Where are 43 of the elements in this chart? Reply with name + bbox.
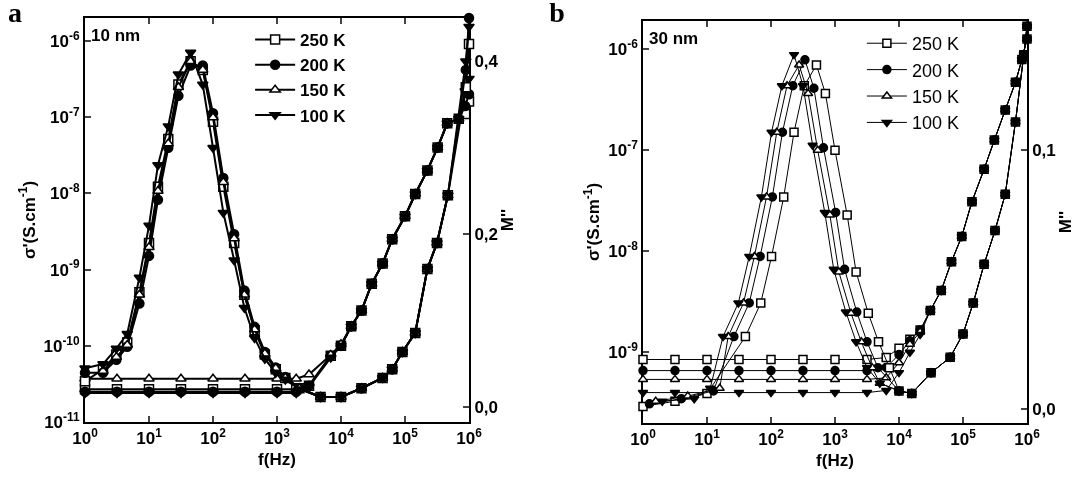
y2-tick-label: 0,0 xyxy=(474,398,499,418)
x-tick-label: 10$^{2}$ xyxy=(200,426,227,449)
legend-label: 100 K xyxy=(911,113,959,134)
y-tick-label: 10$^{-8}$ xyxy=(50,181,80,204)
x-tick-label: 10$^{6}$ xyxy=(1014,427,1041,450)
y2-tick-label: 0,4 xyxy=(474,52,499,72)
x-tick-label: 10$^{1}$ xyxy=(136,426,163,449)
chart-title: b xyxy=(549,0,565,29)
annotation: 10 nm xyxy=(91,26,141,45)
y-tick-label: 10$^{-6}$ xyxy=(608,36,639,60)
legend-label: 250 K xyxy=(911,34,959,55)
y-tick-label: 10$^{-7}$ xyxy=(608,138,639,161)
y-tick-label: 10$^{-6}$ xyxy=(50,28,80,51)
x-axis-title: f(Hz) xyxy=(258,450,296,470)
y2-tick-label: 0,1 xyxy=(1032,141,1056,161)
chart-title: a xyxy=(8,0,23,29)
x-tick-label: 10$^{5}$ xyxy=(392,426,419,449)
y-tick-label: 10$^{-9}$ xyxy=(608,340,639,363)
x-tick-label: 10$^{1}$ xyxy=(694,427,721,450)
legend-label: 150 K xyxy=(911,87,959,108)
x-tick-label: 10$^{6}$ xyxy=(456,426,483,449)
y-tick-label: 10$^{-10}$ xyxy=(43,333,80,356)
y2-tick-label: 0,2 xyxy=(474,225,499,245)
y2-axis-title: M'' xyxy=(498,208,518,232)
y-tick-label: 10$^{-7}$ xyxy=(50,104,80,128)
annotation: 30 nm xyxy=(649,29,699,48)
x-tick-label: 10$^{2}$ xyxy=(758,427,785,450)
y2-tick-label: 0,0 xyxy=(1032,399,1056,419)
x-tick-label: 10$^{5}$ xyxy=(950,427,977,450)
x-tick-label: 10$^{0}$ xyxy=(630,427,657,450)
legend-label: 200 K xyxy=(911,60,959,81)
y2-axis-title: M'' xyxy=(1055,210,1075,234)
x-tick-label: 10$^{3}$ xyxy=(264,426,291,449)
legend-label: 100 K xyxy=(300,106,347,126)
y-tick-label: 10$^{-8}$ xyxy=(608,239,639,262)
legend-label: 250 K xyxy=(300,31,347,51)
x-axis-title: f(Hz) xyxy=(816,451,854,471)
legend-label: 200 K xyxy=(300,56,347,76)
x-tick-label: 10$^{4}$ xyxy=(328,426,355,449)
y-tick-label: 10$^{-9}$ xyxy=(50,257,80,280)
x-tick-label: 10$^{4}$ xyxy=(886,427,913,450)
legend-label: 150 K xyxy=(300,81,347,101)
x-tick-label: 10$^{3}$ xyxy=(822,427,849,450)
